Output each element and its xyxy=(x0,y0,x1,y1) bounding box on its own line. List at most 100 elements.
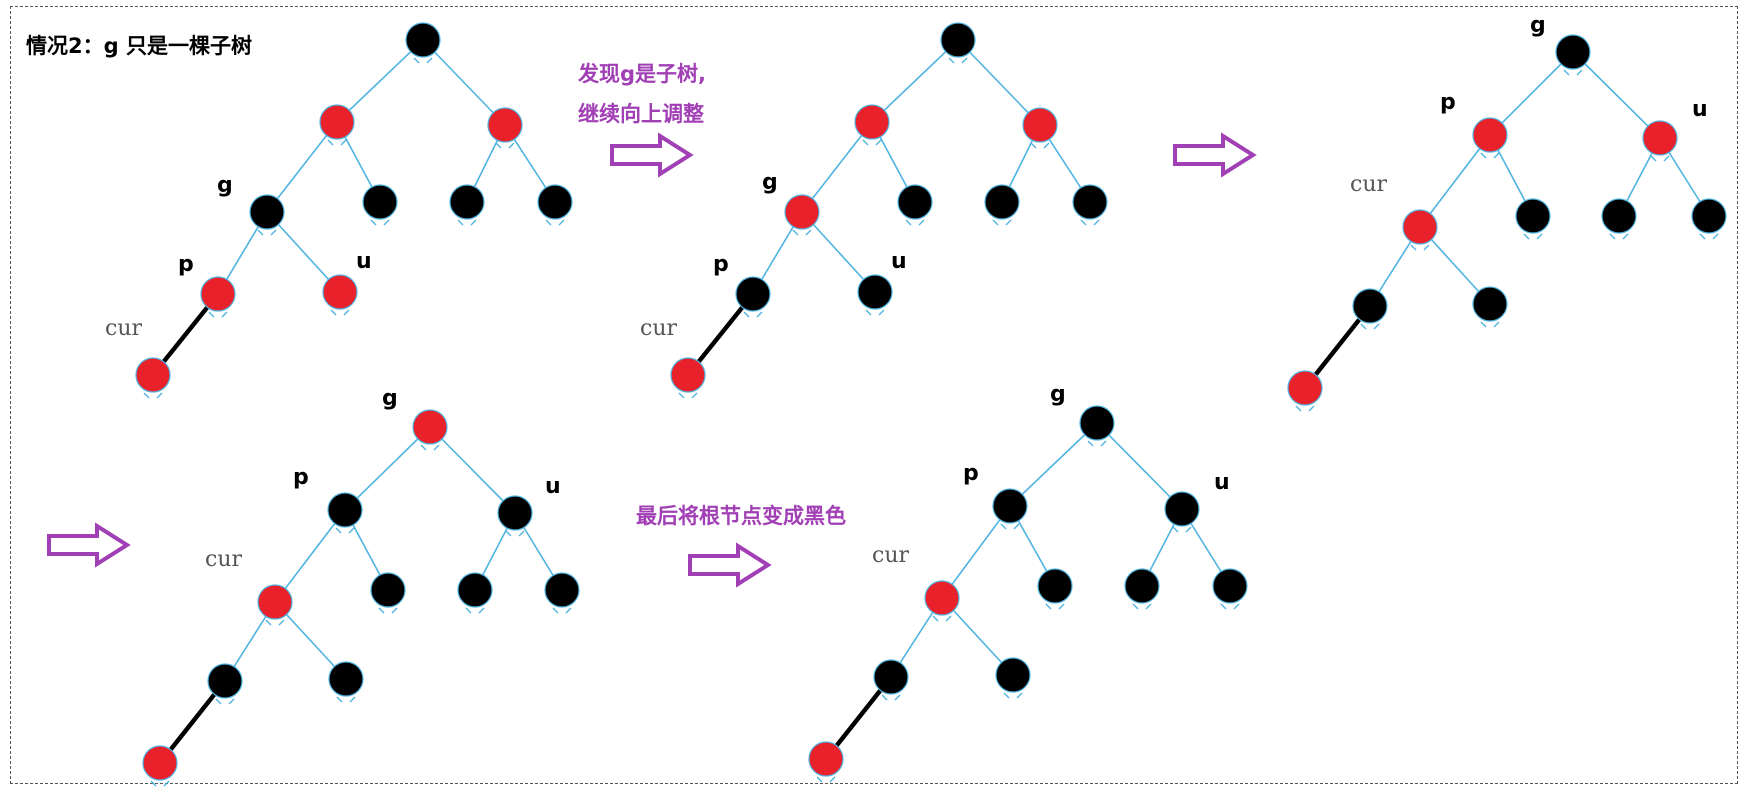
black-node xyxy=(1352,288,1388,324)
tree-edge xyxy=(801,121,873,213)
node-stub xyxy=(1480,152,1500,159)
tree-edge xyxy=(1489,51,1574,136)
tree-edge xyxy=(1419,134,1491,228)
red-node xyxy=(142,745,178,781)
black-node xyxy=(405,22,441,58)
red-node xyxy=(319,104,355,140)
node-stub xyxy=(1003,692,1023,699)
node-label-u: u xyxy=(1214,470,1230,495)
red-node-cur xyxy=(924,580,960,616)
node-stub xyxy=(1563,69,1583,76)
node-label-cur: cur xyxy=(640,316,677,341)
diagram-frame xyxy=(10,6,1738,784)
node-stub xyxy=(865,309,885,316)
right-arrow-icon xyxy=(47,522,131,568)
node-stub xyxy=(327,139,347,146)
black-node xyxy=(537,184,573,220)
node-label-cur: cur xyxy=(105,316,142,341)
red-node-p xyxy=(1472,117,1508,153)
node-stub xyxy=(1045,603,1065,610)
node-label-g: g xyxy=(217,173,233,198)
black-node xyxy=(457,572,493,608)
node-stub xyxy=(862,139,882,146)
node-label-u: u xyxy=(545,474,561,499)
node-stub xyxy=(413,57,433,64)
node-label-p: p xyxy=(1440,90,1456,115)
black-node-p xyxy=(992,488,1028,524)
node-label-g: g xyxy=(1530,13,1546,38)
title: 情况2：g 只是一棵子树 xyxy=(26,34,252,58)
node-stub xyxy=(881,694,901,701)
note-final: 最后将根节点变成黑色 xyxy=(636,504,846,528)
black-node xyxy=(449,184,485,220)
node-stub xyxy=(257,229,277,236)
node-label-cur: cur xyxy=(1350,172,1387,197)
node-stub xyxy=(1132,603,1152,610)
red-node xyxy=(487,107,523,143)
node-stub xyxy=(932,615,952,622)
tree-edge xyxy=(1096,422,1183,510)
node-stub xyxy=(792,229,812,236)
tree-step-4: g p u cur xyxy=(142,386,580,787)
node-stub xyxy=(948,57,968,64)
node-stub xyxy=(1523,233,1543,240)
node-stub xyxy=(1220,603,1240,610)
node-stub xyxy=(678,392,698,399)
tree-step-5: g p u cur xyxy=(808,382,1248,783)
node-stub xyxy=(465,607,485,614)
black-node xyxy=(897,184,933,220)
node-label-g: g xyxy=(762,170,778,195)
black-node-p xyxy=(735,276,771,312)
tree-edge xyxy=(871,39,959,123)
tree-edge xyxy=(266,121,338,213)
black-node-u xyxy=(857,274,893,310)
node-stub xyxy=(336,696,356,703)
node-stub xyxy=(1480,321,1500,328)
black-node xyxy=(940,22,976,58)
tree-edge xyxy=(429,426,516,514)
tree-edge xyxy=(801,211,876,293)
node-stub xyxy=(1650,155,1670,162)
node-stub xyxy=(215,698,235,705)
black-node xyxy=(1072,184,1108,220)
node-stub xyxy=(1699,233,1719,240)
node-stub xyxy=(420,444,440,451)
node-stub xyxy=(1030,142,1050,149)
black-node-u xyxy=(1164,491,1200,527)
node-stub xyxy=(1295,405,1315,412)
red-node-g xyxy=(412,409,448,445)
node-stub xyxy=(330,309,350,316)
node-stub xyxy=(505,530,525,537)
black-node-p xyxy=(327,492,363,528)
tree-edge xyxy=(1572,51,1661,139)
black-node xyxy=(1212,568,1248,604)
black-node-g xyxy=(1079,405,1115,441)
black-node xyxy=(370,572,406,608)
black-node xyxy=(873,659,909,695)
node-stub xyxy=(143,392,163,399)
tree-edge xyxy=(957,39,1041,126)
node-stub xyxy=(1080,219,1100,226)
black-node xyxy=(995,657,1031,693)
node-label-p: p xyxy=(963,461,979,486)
black-node xyxy=(984,184,1020,220)
node-label-g: g xyxy=(1050,382,1066,407)
red-node-cur xyxy=(257,584,293,620)
black-node xyxy=(1601,198,1637,234)
black-node-g xyxy=(1555,34,1591,70)
node-label-u: u xyxy=(1692,97,1708,122)
node-stub xyxy=(552,607,572,614)
red-node xyxy=(854,104,890,140)
red-node-cur xyxy=(1402,209,1438,245)
node-label-cur: cur xyxy=(872,543,909,568)
node-stub xyxy=(1000,523,1020,530)
node-stub xyxy=(1360,323,1380,330)
node-stub xyxy=(335,527,355,534)
tree-edge xyxy=(941,505,1011,599)
tree-edge xyxy=(344,426,431,511)
node-stub xyxy=(743,311,763,318)
node-label-cur: cur xyxy=(205,547,242,572)
black-node xyxy=(1472,286,1508,322)
node-stub xyxy=(1609,233,1629,240)
